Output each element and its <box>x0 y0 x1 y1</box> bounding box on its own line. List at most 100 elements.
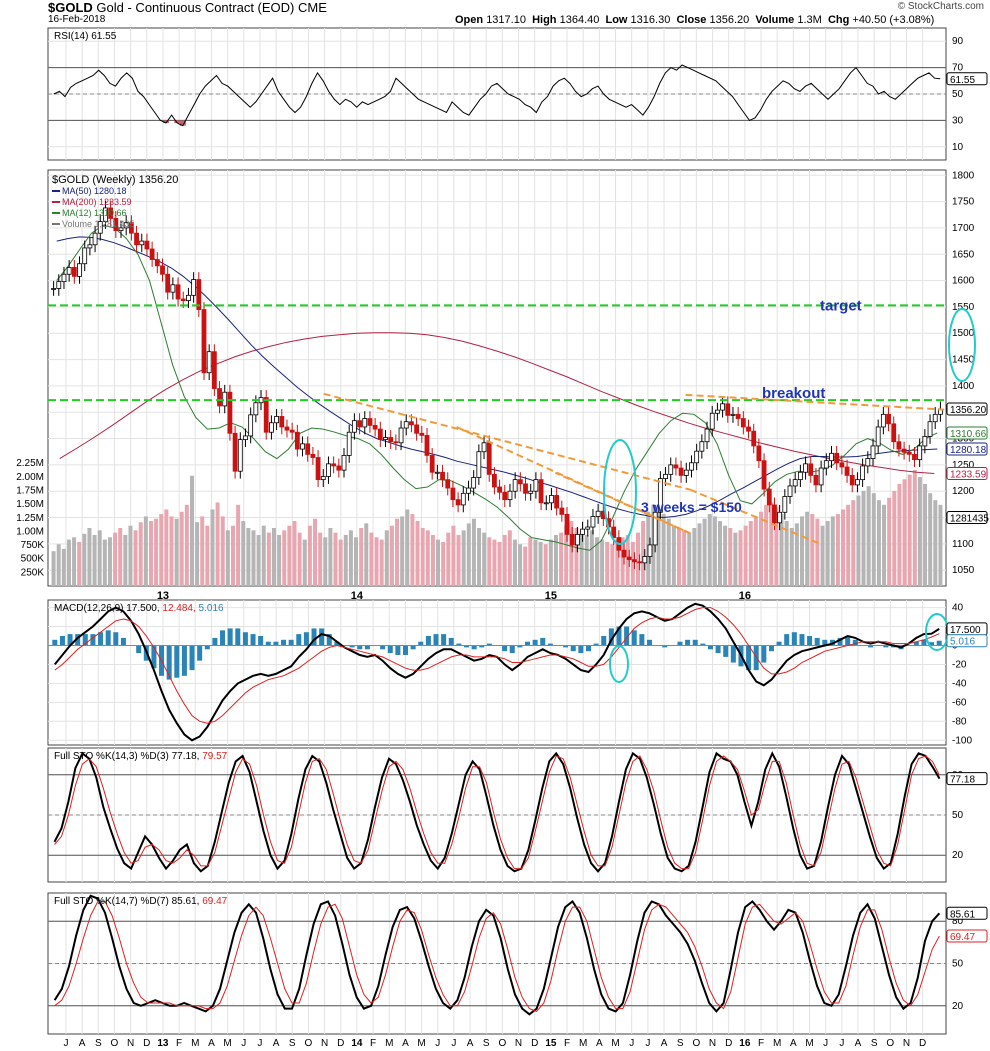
rsi-oversold-fill <box>163 120 170 124</box>
sto2-series-pctk <box>53 894 941 1016</box>
trend-line <box>685 393 945 411</box>
volume-bar <box>835 514 840 586</box>
macd-hist-bar <box>52 639 58 646</box>
candle-body <box>647 544 653 557</box>
x-tick-label: 13 <box>157 1038 169 1049</box>
macd-tick-label: -100 <box>952 735 972 746</box>
volume-bar <box>594 537 599 586</box>
volume-bar <box>184 504 189 586</box>
volume-bar <box>343 534 348 586</box>
trend-line <box>456 426 691 535</box>
macd-hist-bar <box>136 645 142 654</box>
x-year-label: 16 <box>739 590 751 602</box>
price-panel-frame <box>47 169 947 587</box>
macd-hist-bar <box>250 634 256 646</box>
volume-bar <box>61 548 66 586</box>
macd-hist-bar <box>868 645 874 648</box>
candle-body <box>538 479 544 504</box>
candle-body <box>414 424 420 434</box>
volume-bar <box>338 539 343 586</box>
candle-body <box>103 207 108 223</box>
macd-hist-bar <box>113 632 119 646</box>
volume-tick-label: 1.25M <box>16 513 44 524</box>
candle-body <box>652 511 658 546</box>
macd-hist-bar <box>67 634 73 646</box>
candle-body <box>896 441 902 450</box>
candle-body <box>113 218 119 231</box>
volume-bar <box>702 518 707 586</box>
price-tick-label: 1050 <box>952 565 975 576</box>
volume-bar <box>502 534 507 586</box>
candle-body <box>492 473 497 488</box>
volume-bar <box>564 525 569 586</box>
volume-bar <box>748 521 753 586</box>
macd-title-part: MACD(12,26,9) 17.500, <box>54 603 160 614</box>
candle-body <box>71 267 77 277</box>
macd-hist-bar <box>791 632 797 646</box>
x-tick-label: M <box>579 1038 587 1049</box>
price-last-badge-text: 1233.59 <box>950 470 987 481</box>
volume-bar <box>584 534 589 586</box>
candle-body <box>725 403 731 416</box>
x-tick-label: O <box>886 1038 894 1049</box>
volume-tick-label: 250K <box>21 567 45 578</box>
x-tick-label: N <box>903 1038 910 1049</box>
macd-hist-bar <box>326 634 332 646</box>
volume-bar <box>425 530 430 586</box>
volume-bar <box>395 518 400 586</box>
macd-title-part: 12.484, <box>160 603 196 614</box>
candle-body <box>128 222 134 234</box>
x-tick-label: M <box>223 1038 231 1049</box>
volume-bar <box>359 528 364 586</box>
sto2-tick-label: 50 <box>952 959 964 970</box>
sto2-last-badge-text: 69.47 <box>950 932 975 943</box>
candle-body <box>217 388 222 407</box>
price-tick-label: 1400 <box>952 381 975 392</box>
macd-hist-bar <box>258 636 264 646</box>
macd-hist-bar <box>265 641 271 646</box>
price-tick-label: 1450 <box>952 355 975 366</box>
macd-hist-bar <box>197 645 203 661</box>
volume-bar <box>225 530 230 586</box>
macd-hist-bar <box>929 642 935 646</box>
macd-hist-bar <box>90 634 96 646</box>
macd-hist-bar <box>837 637 843 646</box>
macd-hist-bar <box>761 645 767 663</box>
macd-hist-bar <box>776 641 782 646</box>
volume-bar <box>825 521 830 586</box>
price-tick-label: 1750 <box>952 197 975 208</box>
x-tick-label: S <box>871 1038 878 1049</box>
candle-body <box>403 421 409 429</box>
candle-body <box>409 421 414 426</box>
macd-hist-bar <box>784 634 790 646</box>
candle-body <box>372 424 378 430</box>
candle-body <box>720 403 725 411</box>
volume-bar <box>569 521 574 586</box>
candle-body <box>740 418 746 428</box>
volume-bar <box>307 525 312 586</box>
volume-bar <box>671 525 676 586</box>
trend-line <box>554 471 691 535</box>
macd-hist-bar <box>349 645 355 648</box>
volume-bar <box>928 493 933 586</box>
candle-body <box>460 492 466 506</box>
macd-hist-bar <box>768 645 774 652</box>
legend-ma50: MA(50) 1280.18 <box>62 186 127 196</box>
candle-body <box>699 441 705 452</box>
candle-body <box>901 448 907 453</box>
volume-bar <box>82 533 87 586</box>
candle-body <box>689 462 694 471</box>
volume-bar <box>753 516 758 586</box>
volume-bar <box>774 507 779 586</box>
candle-body <box>694 450 700 464</box>
legend-volume: Volume 1,281,435 <box>62 219 135 229</box>
volume-bar <box>266 532 271 586</box>
candle-body <box>393 441 399 444</box>
candle-body <box>917 445 923 461</box>
volume-bar <box>687 532 692 586</box>
candle-body <box>367 418 373 426</box>
candle-body <box>875 426 881 447</box>
volume-bar <box>641 521 646 586</box>
macd-hist-bar <box>433 634 439 646</box>
